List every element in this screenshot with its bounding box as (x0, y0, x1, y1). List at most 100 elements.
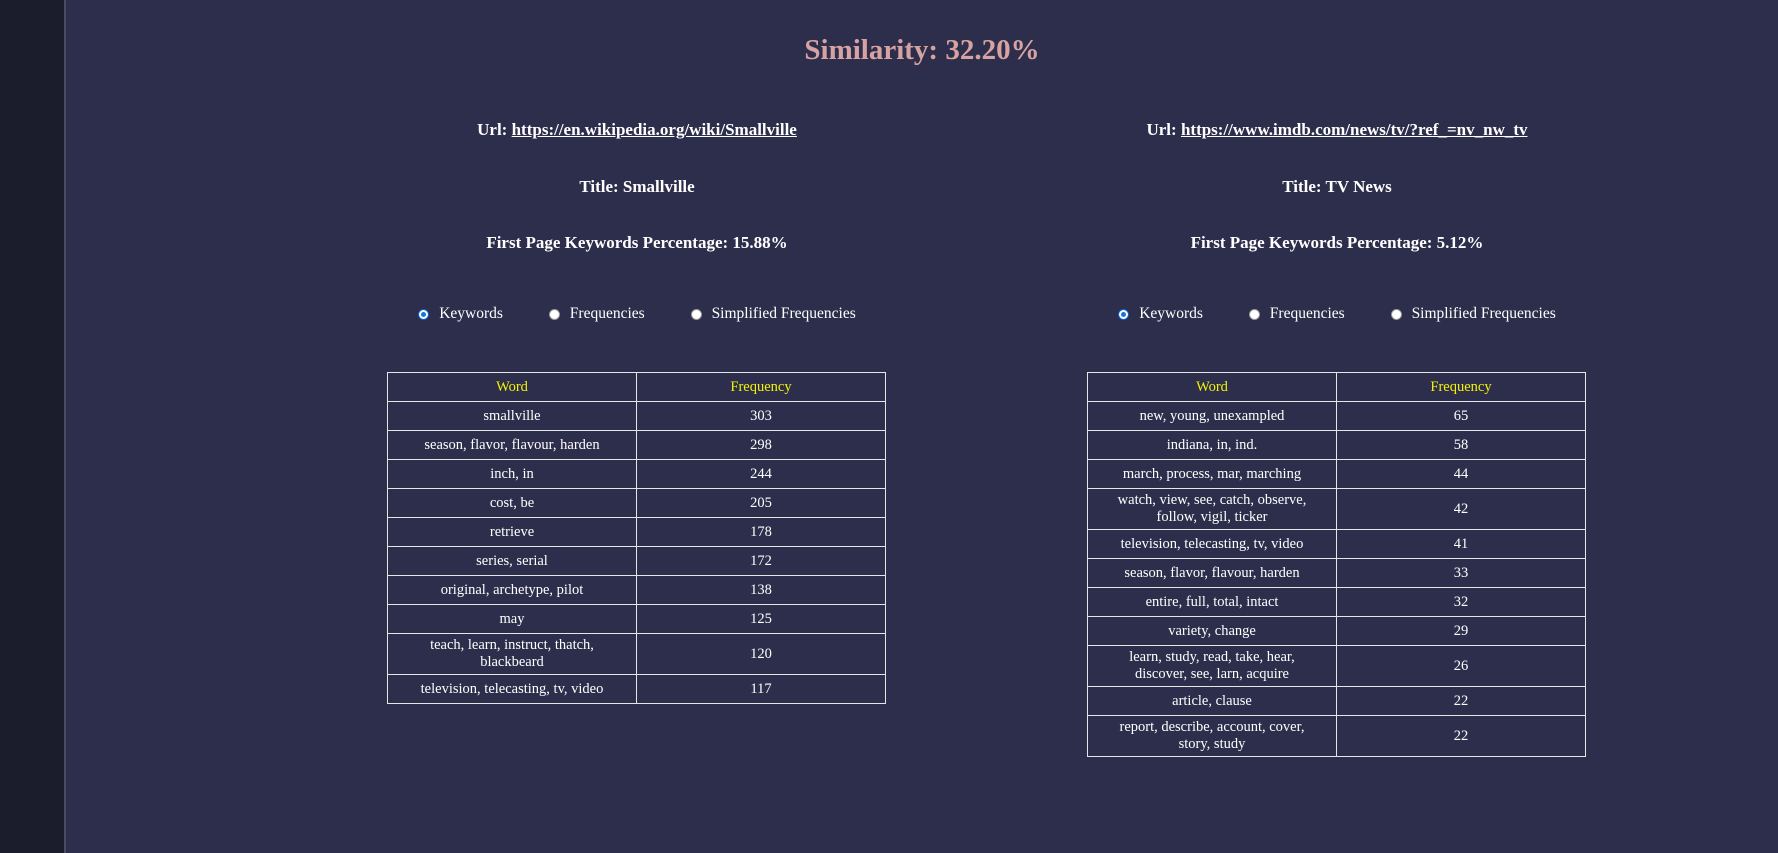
radio-label: Simplified Frequencies (711, 305, 856, 322)
frequency-cell: 244 (636, 459, 886, 489)
frequency-cell: 138 (636, 575, 886, 605)
table-row: new, young, unexampled 65 (1087, 401, 1586, 431)
word-cell: smallville (387, 401, 637, 431)
word-cell: watch, view, see, catch, observe, follow… (1087, 488, 1337, 530)
frequency-cell: 303 (636, 401, 886, 431)
word-cell: new, young, unexampled (1087, 401, 1337, 431)
radio-unchecked-icon (548, 308, 560, 320)
right-title: Title: TV News (1282, 177, 1392, 196)
word-cell: original, archetype, pilot (387, 575, 637, 605)
table-header-row: Word Frequency (387, 372, 886, 402)
radio-unchecked-icon (690, 308, 702, 320)
word-cell: indiana, in, ind. (1087, 430, 1337, 460)
frequency-cell: 178 (636, 517, 886, 547)
table-row: original, archetype, pilot 138 (387, 575, 886, 605)
table-row: learn, study, read, take, hear, discover… (1087, 645, 1586, 687)
sidebar-divider (64, 0, 66, 853)
word-cell: retrieve (387, 517, 637, 547)
table-row: cost, be 205 (387, 488, 886, 518)
right-view-radio-group: Keywords Frequencies Simplified Frequenc… (987, 305, 1687, 325)
radio-checked-icon (1118, 308, 1130, 320)
table-header-row: Word Frequency (1087, 372, 1586, 402)
table-row: report, describe, account, cover, story,… (1087, 715, 1586, 757)
frequency-cell: 58 (1336, 430, 1586, 460)
radio-label: Simplified Frequencies (1411, 305, 1556, 322)
word-cell: march, process, mar, marching (1087, 459, 1337, 489)
word-cell: teach, learn, instruct, thatch, blackbea… (387, 633, 637, 675)
word-cell: variety, change (1087, 616, 1337, 646)
radio-unchecked-icon (1248, 308, 1260, 320)
table-row: entire, full, total, intact 32 (1087, 587, 1586, 617)
column-header-word: Word (1087, 372, 1337, 402)
frequency-cell: 22 (1336, 715, 1586, 757)
word-cell: learn, study, read, take, hear, discover… (1087, 645, 1337, 687)
radio-label: Frequencies (1269, 305, 1345, 322)
left-radio-simplified-frequencies[interactable]: Simplified Frequencies (690, 305, 856, 323)
table-row: retrieve 178 (387, 517, 886, 547)
right-url-line: Url: https://www.imdb.com/news/tv/?ref_=… (987, 120, 1687, 140)
radio-unchecked-icon (1390, 308, 1402, 320)
frequency-cell: 125 (636, 604, 886, 634)
frequency-cell: 33 (1336, 558, 1586, 588)
word-cell: television, telecasting, tv, video (1087, 529, 1337, 559)
table-row: series, serial 172 (387, 546, 886, 576)
table-row: smallville 303 (387, 401, 886, 431)
frequency-cell: 32 (1336, 587, 1586, 617)
column-header-frequency: Frequency (1336, 372, 1586, 402)
main-content: Similarity: 32.20% Url: https://en.wikip… (66, 0, 1778, 853)
word-cell: may (387, 604, 637, 634)
frequency-cell: 22 (1336, 686, 1586, 716)
left-url-label: Url: (477, 120, 508, 139)
right-frequency-table: Word Frequency new, young, unexampled 65 … (1087, 372, 1586, 757)
word-cell: television, telecasting, tv, video (387, 674, 637, 704)
table-row: may 125 (387, 604, 886, 634)
frequency-cell: 117 (636, 674, 886, 704)
left-radio-frequencies[interactable]: Frequencies (548, 305, 645, 323)
frequency-cell: 298 (636, 430, 886, 460)
table-row: season, flavor, flavour, harden 298 (387, 430, 886, 460)
left-sidebar-strip (0, 0, 64, 853)
frequency-cell: 172 (636, 546, 886, 576)
left-keywords-percentage: First Page Keywords Percentage: 15.88% (486, 233, 788, 252)
table-row: indiana, in, ind. 58 (1087, 430, 1586, 460)
left-frequency-table: Word Frequency smallville 303 season, fla… (387, 372, 886, 704)
frequency-cell: 29 (1336, 616, 1586, 646)
left-title: Title: Smallville (579, 177, 695, 196)
radio-label: Keywords (1139, 305, 1203, 322)
right-url-label: Url: (1146, 120, 1177, 139)
left-url-link[interactable]: https://en.wikipedia.org/wiki/Smallville (511, 120, 797, 139)
table-row: variety, change 29 (1087, 616, 1586, 646)
table-row: season, flavor, flavour, harden 33 (1087, 558, 1586, 588)
word-cell: report, describe, account, cover, story,… (1087, 715, 1337, 757)
frequency-cell: 41 (1336, 529, 1586, 559)
left-view-radio-group: Keywords Frequencies Simplified Frequenc… (287, 305, 987, 325)
right-url-link[interactable]: https://www.imdb.com/news/tv/?ref_=nv_nw… (1180, 120, 1528, 139)
word-cell: entire, full, total, intact (1087, 587, 1337, 617)
column-header-word: Word (387, 372, 637, 402)
frequency-cell: 26 (1336, 645, 1586, 687)
word-cell: season, flavor, flavour, harden (387, 430, 637, 460)
frequency-cell: 205 (636, 488, 886, 518)
table-row: march, process, mar, marching 44 (1087, 459, 1586, 489)
word-cell: season, flavor, flavour, harden (1087, 558, 1337, 588)
radio-label: Frequencies (569, 305, 645, 322)
word-cell: series, serial (387, 546, 637, 576)
radio-label: Keywords (439, 305, 503, 322)
table-row: teach, learn, instruct, thatch, blackbea… (387, 633, 886, 675)
word-cell: cost, be (387, 488, 637, 518)
right-radio-frequencies[interactable]: Frequencies (1248, 305, 1345, 323)
right-radio-simplified-frequencies[interactable]: Simplified Frequencies (1390, 305, 1556, 323)
frequency-cell: 44 (1336, 459, 1586, 489)
frequency-cell: 65 (1336, 401, 1586, 431)
frequency-cell: 42 (1336, 488, 1586, 530)
word-cell: inch, in (387, 459, 637, 489)
table-row: television, telecasting, tv, video 117 (387, 674, 886, 704)
table-row: television, telecasting, tv, video 41 (1087, 529, 1586, 559)
left-radio-keywords[interactable]: Keywords (418, 305, 503, 323)
column-header-frequency: Frequency (636, 372, 886, 402)
table-row: inch, in 244 (387, 459, 886, 489)
right-radio-keywords[interactable]: Keywords (1118, 305, 1203, 323)
table-row: watch, view, see, catch, observe, follow… (1087, 488, 1586, 530)
frequency-cell: 120 (636, 633, 886, 675)
word-cell: article, clause (1087, 686, 1337, 716)
